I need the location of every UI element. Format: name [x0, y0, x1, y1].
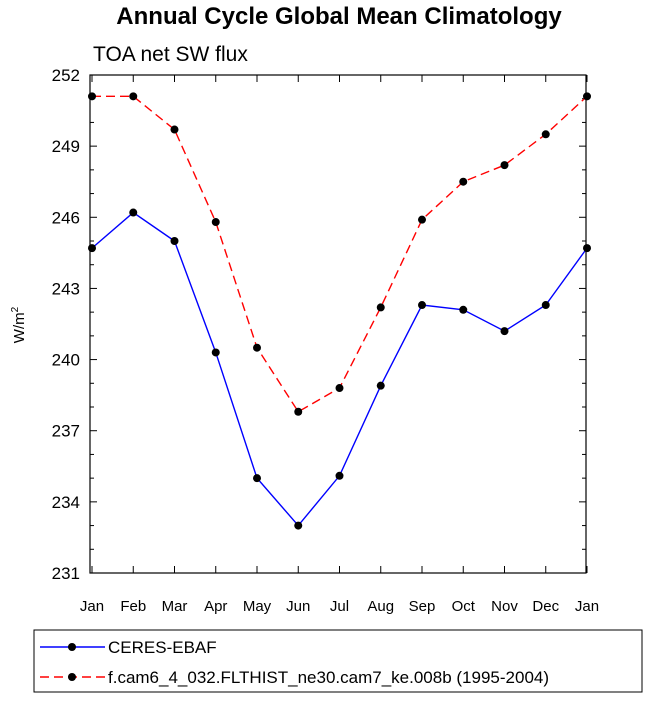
legend-label: CERES-EBAF	[108, 638, 217, 657]
series-point	[335, 384, 344, 393]
legend-marker	[68, 643, 76, 651]
series-point	[294, 521, 303, 530]
x-tick-label: Jan	[80, 598, 104, 615]
y-tick-label: 243	[52, 279, 80, 298]
y-axis-label: W/m2	[10, 306, 28, 343]
x-tick-label: Nov	[491, 598, 518, 615]
series-point	[541, 301, 550, 310]
legend: CERES-EBAF f.cam6_4_032.FLTHIST_ne30.cam7…	[40, 638, 549, 687]
series-point	[418, 215, 426, 224]
x-tick-label: Feb	[120, 598, 146, 615]
series-point	[211, 218, 220, 227]
series-point	[170, 125, 179, 134]
x-tick-label: Jun	[286, 598, 310, 615]
series-point	[583, 92, 591, 101]
chart-title: Annual Cycle Global Mean Climatology	[116, 3, 562, 30]
series-point	[500, 327, 509, 336]
series-point	[583, 244, 591, 253]
x-tick-label: Mar	[162, 598, 188, 615]
series-point	[170, 237, 179, 245]
series-point	[88, 244, 96, 253]
series-point	[88, 92, 96, 101]
legend-box	[33, 629, 643, 693]
series-point	[418, 301, 426, 310]
x-tick-label: Dec	[532, 598, 559, 615]
y-tick-label: 249	[52, 137, 80, 156]
series-point	[335, 471, 344, 480]
series-point	[459, 177, 468, 186]
series-layer	[88, 92, 591, 530]
series-point	[376, 303, 385, 312]
y-tick-label: 234	[52, 493, 80, 512]
x-tick-label: Apr	[204, 598, 227, 615]
chart-subtitle: TOA net SW flux	[93, 43, 248, 66]
series-point	[541, 130, 550, 139]
y-tick-label: 252	[52, 66, 80, 85]
x-tick-label: Oct	[452, 598, 476, 615]
y-axis-ticks: 231 234 237 240 243 246 249 252	[52, 66, 586, 583]
y-axis-label-superscript: 2	[10, 306, 21, 312]
legend-label: f.cam6_4_032.FLTHIST_ne30.cam7_ke.008b (…	[108, 668, 549, 687]
series-point	[129, 92, 138, 101]
y-tick-label: 231	[52, 564, 80, 583]
y-tick-label: 240	[52, 351, 80, 370]
series-point	[459, 305, 468, 314]
series-point	[211, 348, 220, 357]
x-tick-label: Jul	[330, 598, 349, 615]
x-tick-label: Jan	[575, 598, 599, 615]
series-point	[253, 343, 261, 352]
series-point	[129, 208, 138, 217]
x-tick-label: Aug	[367, 598, 394, 615]
plot-frame	[89, 74, 587, 574]
x-tick-label: Sep	[409, 598, 436, 615]
y-tick-label: 246	[52, 208, 80, 227]
y-axis-label-base: W/m	[11, 312, 28, 343]
series-point	[294, 407, 303, 416]
x-tick-label: May	[243, 598, 272, 615]
legend-marker	[68, 673, 76, 681]
series-point	[253, 474, 261, 483]
series-point	[500, 161, 509, 170]
series-line	[92, 95, 588, 413]
y-tick-label: 237	[52, 422, 80, 441]
series-point	[376, 381, 385, 390]
x-axis-ticks: Jan Feb Mar Apr May Jun Jul Aug Sep Oct Nov Dec Jan	[80, 75, 599, 615]
